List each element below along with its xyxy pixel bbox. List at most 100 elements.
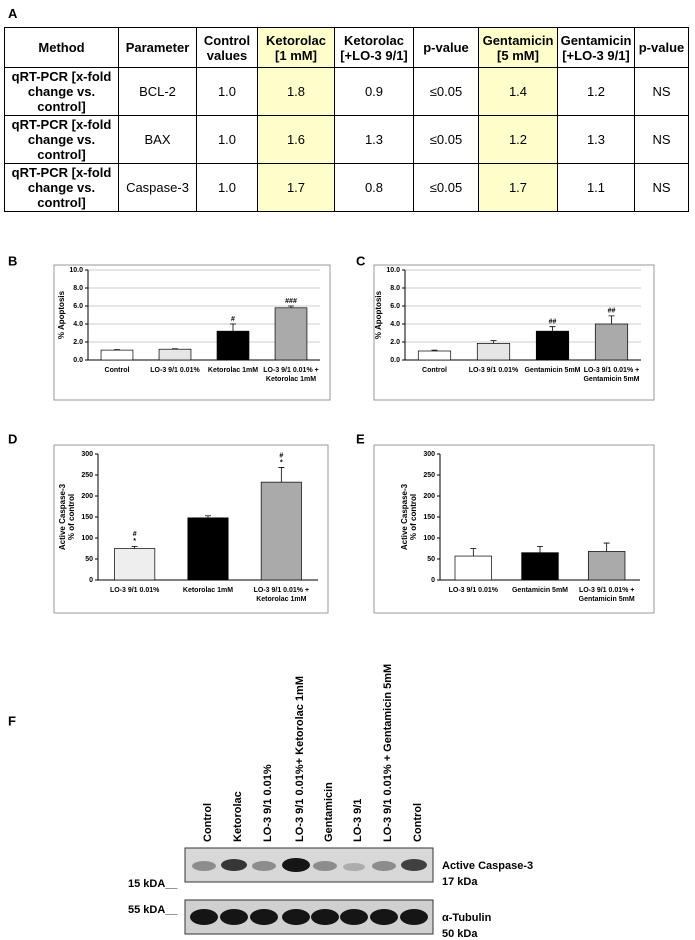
bar — [535, 330, 570, 361]
y-tick-label: 6.0 — [390, 303, 400, 310]
y-tick-label: 0.0 — [73, 357, 83, 364]
y-tick-label: 2.0 — [390, 339, 400, 346]
table-cell: 1.2 — [478, 115, 558, 164]
table-cell: ≤0.05 — [413, 67, 479, 116]
header-cell: Ketorolac [+LO-3 9/1] — [334, 27, 414, 68]
bar — [417, 350, 452, 361]
x-tick-label: Control — [422, 367, 447, 374]
error-bar — [490, 340, 497, 344]
band — [311, 909, 339, 925]
header-cell: p-value — [634, 27, 689, 68]
y-tick-label: 10.0 — [386, 267, 400, 274]
y-tick-label: 300 — [81, 451, 93, 458]
y-tick-label: 100 — [81, 535, 93, 542]
x-tick-label: Ketorolac 1mM — [183, 587, 233, 594]
y-axis-label: % Apoptosis — [374, 290, 383, 339]
band — [340, 909, 368, 925]
panel-label: D — [8, 431, 17, 446]
band — [190, 909, 218, 925]
table-cell: ≤0.05 — [413, 115, 479, 164]
y-tick-label: 150 — [81, 514, 93, 521]
x-tick-label: LO-3 9/1 0.01% — [150, 367, 200, 374]
data-table: Method Parameter Control values Ketorolac [… — [4, 27, 689, 212]
chart-frame — [53, 444, 329, 614]
band — [370, 909, 398, 925]
significance-mark: ### — [285, 298, 297, 305]
x-tick-label: LO-3 9/1 0.01% — [110, 587, 160, 594]
band — [372, 861, 396, 871]
table-cell: qRT-PCR [x-fold change vs. control] — [4, 67, 119, 116]
table-cell: NS — [634, 115, 689, 164]
y-axis-label: Active Caspase-3 — [58, 483, 67, 550]
x-tick-label: LO-3 9/1 0.01% + — [579, 587, 634, 594]
table-cell: Caspase-3 — [118, 163, 197, 212]
band — [282, 858, 310, 872]
x-tick-label: LO-3 9/1 0.01% + — [263, 367, 318, 374]
x-tick-label: Control — [105, 367, 130, 374]
y-tick-label: 300 — [423, 451, 435, 458]
band — [313, 861, 337, 871]
significance-mark: # — [231, 316, 235, 323]
band — [192, 861, 216, 871]
error-bar — [549, 326, 556, 332]
y-tick-label: 0 — [431, 577, 435, 584]
error-bar — [205, 515, 211, 518]
y-tick-label: 10.0 — [69, 267, 83, 274]
lane-label: LO-3 9/1 0.01% — [262, 764, 274, 842]
y-tick-label: 150 — [423, 514, 435, 521]
table-row: qRT-PCR [x-fold change vs. control] BAX 1.… — [4, 115, 689, 164]
band-label: 50 kDa — [442, 928, 478, 940]
y-axis-label: % of control — [409, 494, 418, 540]
table-row: qRT-PCR [x-fold change vs. control] BCL-2… — [4, 67, 689, 116]
band — [221, 859, 247, 871]
header-cell: Gentamicin [5 mM] — [478, 27, 558, 68]
error-bar — [230, 323, 236, 332]
significance-mark: # — [279, 452, 283, 459]
x-tick-label: LO-3 9/1 0.01% + — [254, 587, 309, 594]
header-cell: Parameter — [118, 27, 197, 68]
panel-label: A — [8, 6, 18, 21]
band-label: Active Caspase-3 — [442, 860, 533, 872]
error-bar — [131, 546, 138, 549]
significance-mark: ## — [608, 308, 616, 315]
bar — [187, 517, 229, 581]
x-tick-label: Ketorolac 1mM — [256, 596, 306, 603]
bar — [216, 330, 250, 361]
error-bar — [537, 546, 543, 553]
table-cell: 1.0 — [196, 67, 258, 116]
y-tick-label: 0 — [89, 577, 93, 584]
band — [401, 859, 427, 871]
x-tick-label: LO-3 9/1 0.01% — [449, 587, 499, 594]
lane-label: LO-3 9/1 — [352, 799, 364, 842]
table-cell: 1.7 — [257, 163, 335, 212]
y-tick-label: 100 — [423, 535, 435, 542]
header-cell: Method — [4, 27, 119, 68]
significance-mark: * — [280, 459, 283, 466]
lane-label: Ketorolac — [232, 791, 244, 842]
band-label: α-Tubulin — [442, 912, 492, 924]
error-bar — [288, 305, 294, 308]
table-cell: 1.8 — [257, 67, 335, 116]
bar — [454, 555, 493, 581]
lane-label: Control — [202, 803, 214, 842]
band — [400, 909, 428, 925]
band-label: 17 kDa — [442, 876, 478, 888]
panel-label: C — [356, 253, 366, 268]
table-cell: 1.3 — [557, 115, 635, 164]
x-tick-label: Ketorolac 1mM — [208, 367, 258, 374]
table-cell: 1.3 — [334, 115, 414, 164]
bands-caspase — [192, 858, 427, 872]
y-tick-label: 0.0 — [390, 357, 400, 364]
bar — [100, 349, 134, 361]
panel-label: B — [8, 253, 17, 268]
band — [343, 863, 365, 871]
lane-label: LO-3 9/1 0.01%+ Ketorolac 1mM — [294, 676, 306, 842]
y-tick-label: 200 — [81, 493, 93, 500]
band — [252, 861, 276, 871]
table-cell: NS — [634, 67, 689, 116]
table-cell: qRT-PCR [x-fold change vs. control] — [4, 115, 119, 164]
x-tick-label: Gentamicin 5mM — [583, 376, 639, 383]
size-marker: 55 kDA__ — [128, 904, 178, 916]
table-cell: 1.0 — [196, 163, 258, 212]
bar — [274, 307, 308, 361]
